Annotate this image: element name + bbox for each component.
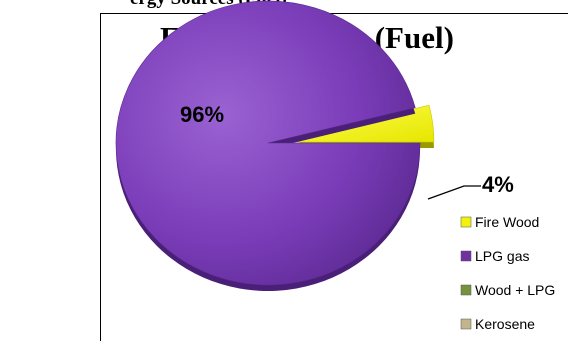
- data-label-fire-wood: 4%: [482, 172, 514, 197]
- legend-label-wood-lpg: Wood + LPG: [475, 282, 555, 298]
- legend-swatch-kerosene: [460, 318, 472, 330]
- legend-label-lpg-gas: LPG gas: [475, 248, 529, 264]
- legend-swatch-lpg-gas: [460, 250, 472, 262]
- legend-label-kerosene: Kerosene: [475, 316, 535, 332]
- legend-label-fire-wood: Fire Wood: [475, 214, 539, 230]
- clipped-heading: ergy Sources (Fuel): [130, 0, 287, 10]
- legend-swatch-wood-lpg: [460, 284, 472, 296]
- data-label-lpg-gas: 96%: [180, 102, 224, 127]
- pie-slice-lpg-gas: [115, 0, 421, 286]
- legend-swatch-fire-wood: [460, 216, 472, 228]
- chart-frame: [100, 13, 568, 341]
- leader-line-fire-wood: [427, 185, 481, 200]
